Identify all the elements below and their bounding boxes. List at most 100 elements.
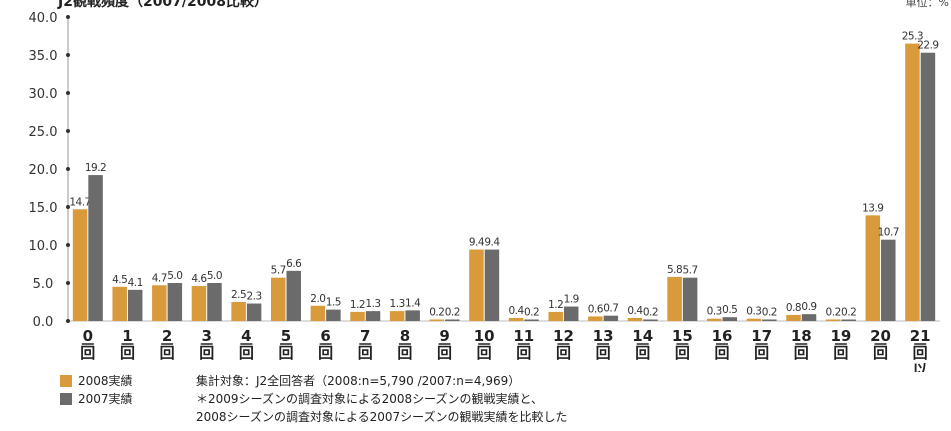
legend-label-2008: 2008実績	[78, 374, 133, 388]
bar-2008	[786, 314, 801, 321]
y-tick-mark	[66, 167, 70, 171]
bar-2008	[627, 317, 643, 321]
bar-2008	[191, 286, 207, 321]
legend-label-2007: 2007実績	[78, 392, 133, 406]
data-label-2007: 0.2	[524, 306, 539, 318]
x-category-label: 17	[751, 327, 772, 345]
bar-2008	[72, 209, 88, 321]
bar-2007	[127, 289, 143, 321]
data-label-2008: 5.7	[271, 265, 286, 277]
bar-2007	[722, 317, 737, 321]
bar-2007	[881, 239, 896, 321]
x-category-label: 回	[80, 344, 95, 362]
bar-2007	[246, 303, 262, 321]
bar-2007	[167, 283, 183, 321]
x-category-label: 回	[913, 344, 928, 362]
x-category-label: 9	[439, 327, 449, 345]
chart-title: J2観戦頻度（2007/2008比較）	[57, 0, 268, 10]
bar-2007	[920, 52, 936, 321]
data-label-2007: 1.4	[405, 297, 421, 309]
bar-2008	[865, 215, 881, 321]
y-tick-label: 10.0	[29, 239, 58, 254]
data-label-2007: 0.7	[603, 303, 618, 315]
x-category-label: 回	[833, 344, 848, 362]
x-category-label: 回	[596, 344, 611, 362]
bar-2007	[643, 319, 658, 321]
data-label-2008: 4.6	[191, 273, 207, 285]
x-category-label: 20	[870, 327, 891, 345]
data-label-2007: 9.4	[484, 237, 500, 249]
bar-2008	[746, 318, 762, 321]
bar-2007	[365, 311, 381, 321]
x-category-label: 回	[397, 344, 412, 362]
data-label-2007: 0.2	[643, 306, 658, 318]
x-category-label: 以	[913, 361, 928, 372]
data-label-2008: 4.5	[112, 274, 127, 286]
x-category-label: 6	[320, 327, 330, 345]
y-tick-mark	[66, 53, 70, 57]
x-category-label: 1	[122, 327, 132, 345]
bar-2008	[429, 319, 445, 321]
data-label-2007: 2.3	[247, 291, 262, 303]
data-label-2008: 1.3	[390, 298, 405, 310]
chart-notes: 集計対象：J2全回答者（2008:n=5,790 /2007:n=4,969） …	[196, 372, 568, 426]
data-label-2007: 0.2	[445, 306, 460, 318]
note-comparison-1: ＊2009シーズンの調査対象による2008シーズンの観戦実績と、	[196, 392, 544, 406]
data-label-2007: 5.0	[207, 270, 222, 282]
bar-2008	[469, 249, 484, 321]
y-tick-label: 30.0	[29, 87, 58, 102]
x-category-label: 回	[437, 344, 452, 362]
bar-2008	[112, 286, 127, 321]
data-label-2007: 0.9	[801, 301, 816, 313]
data-label-2008: 2.5	[231, 289, 246, 301]
y-tick-mark	[66, 15, 70, 19]
bar-2007	[326, 309, 341, 321]
bar-2007	[405, 310, 420, 321]
x-category-label: 3	[202, 327, 212, 345]
bar-2007	[445, 319, 460, 321]
bar-2008	[825, 319, 841, 321]
data-label-2008: 2.0	[310, 293, 325, 305]
data-label-2008: 0.3	[707, 306, 722, 318]
bar-2007	[484, 249, 500, 321]
note-sample: 集計対象：J2全回答者（2008:n=5,790 /2007:n=4,969）	[196, 374, 521, 388]
data-label-2008: 1.2	[548, 299, 563, 311]
bar-2008	[152, 285, 167, 321]
data-label-2008: 0.2	[826, 306, 841, 318]
data-label-2007: 1.5	[326, 297, 341, 309]
bar-2008	[548, 311, 563, 321]
data-label-2008: 14.7	[69, 196, 90, 208]
x-category-label: 16	[712, 327, 733, 345]
y-tick-label: 15.0	[29, 201, 58, 216]
x-category-label: 回	[358, 344, 373, 362]
x-category-label: 21	[910, 327, 931, 345]
bar-series: 14.719.24.5 4.1 4.7 5.0 4.6 5.02.5 2.35.76.62.…	[69, 31, 939, 321]
x-category-label: 12	[553, 327, 574, 345]
x-category-label: 回	[477, 344, 492, 362]
data-label-2007: 22.9	[917, 40, 938, 52]
data-label-2007: 6.6	[286, 258, 302, 270]
y-tick-label: 20.0	[29, 163, 58, 178]
bar-2007	[841, 319, 856, 321]
x-category-label: 4	[241, 327, 251, 345]
unit-label: 単位：%	[906, 0, 949, 9]
bar-2008	[905, 43, 920, 321]
bar-2007	[524, 319, 539, 321]
x-category-label: 10	[474, 327, 495, 345]
x-category-label: 18	[791, 327, 812, 345]
x-category-label: 回	[516, 344, 531, 362]
x-category-label: 19	[830, 327, 851, 345]
y-tick-mark	[66, 243, 70, 247]
bar-2008	[667, 276, 682, 321]
bar-2008	[707, 318, 722, 321]
data-label-2008: 9.4	[469, 237, 485, 249]
data-label-2008: 5.8	[667, 264, 682, 276]
bar-2008	[508, 317, 524, 321]
y-tick-label: 35.0	[29, 49, 58, 64]
y-tick-mark	[66, 319, 70, 323]
x-category-label: 回	[556, 344, 571, 362]
bar-2008	[389, 311, 405, 321]
x-category-label: 0	[83, 327, 93, 345]
data-label-2007: 1.3	[365, 298, 380, 310]
bar-2007	[286, 270, 301, 321]
